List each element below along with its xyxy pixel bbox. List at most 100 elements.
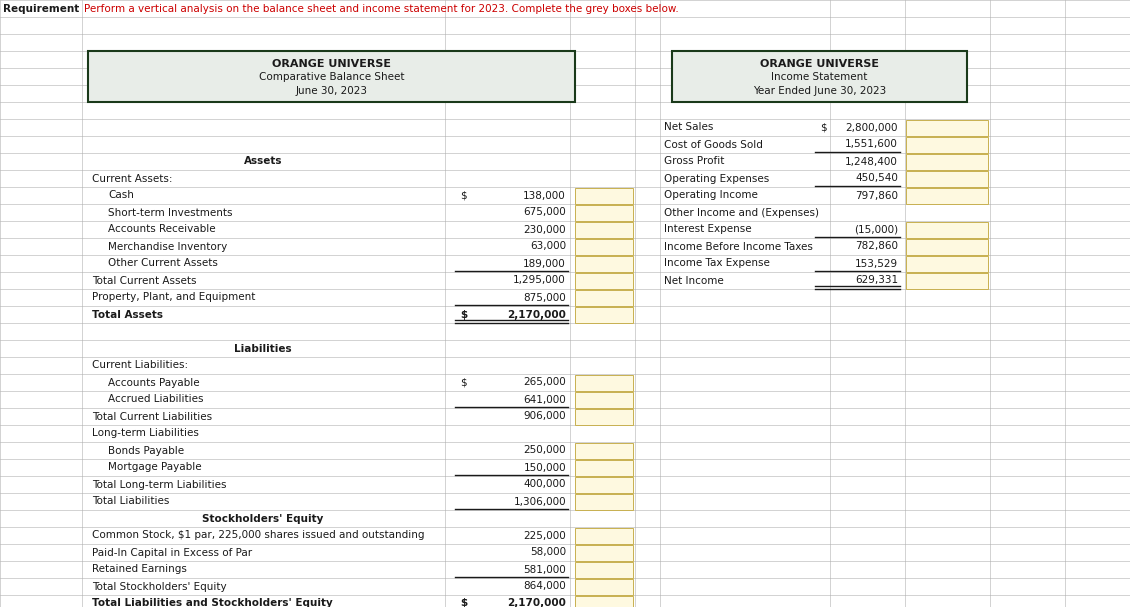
Text: Other Income and (Expenses): Other Income and (Expenses) (664, 208, 819, 217)
Bar (575, 596, 633, 607)
Text: 1,248,400: 1,248,400 (845, 157, 898, 166)
Bar (575, 392, 633, 408)
Text: $: $ (820, 123, 827, 132)
Text: 864,000: 864,000 (523, 582, 566, 591)
Text: Net Income: Net Income (664, 276, 723, 285)
Text: Common Stock, $1 par, 225,000 shares issued and outstanding: Common Stock, $1 par, 225,000 shares iss… (92, 531, 425, 540)
Text: Operating Income: Operating Income (664, 191, 758, 200)
Text: Perform a vertical analysis on the balance sheet and income statement for 2023. : Perform a vertical analysis on the balan… (84, 4, 679, 13)
Text: 782,860: 782,860 (855, 242, 898, 251)
Text: Cost of Goods Sold: Cost of Goods Sold (664, 140, 763, 149)
Text: Total Liabilities: Total Liabilities (92, 497, 170, 506)
Text: 1,551,600: 1,551,600 (845, 140, 898, 149)
Bar (575, 205, 633, 221)
Bar (575, 528, 633, 544)
Text: Gross Profit: Gross Profit (664, 157, 724, 166)
Text: 797,860: 797,860 (855, 191, 898, 200)
Bar (575, 409, 633, 425)
Text: Income Before Income Taxes: Income Before Income Taxes (664, 242, 812, 251)
Text: 150,000: 150,000 (523, 463, 566, 472)
Text: Total Stockholders' Equity: Total Stockholders' Equity (92, 582, 227, 591)
Text: 400,000: 400,000 (523, 480, 566, 489)
Text: Total Liabilities and Stockholders' Equity: Total Liabilities and Stockholders' Equi… (92, 599, 332, 607)
Text: Cash: Cash (108, 191, 133, 200)
Bar (906, 171, 988, 187)
Text: Stockholders' Equity: Stockholders' Equity (202, 514, 323, 523)
Text: 265,000: 265,000 (523, 378, 566, 387)
Text: 2,170,000: 2,170,000 (507, 310, 566, 319)
Text: $: $ (460, 191, 467, 200)
Bar (575, 290, 633, 306)
Bar (575, 494, 633, 510)
Bar (575, 579, 633, 595)
Text: 641,000: 641,000 (523, 395, 566, 404)
Text: Interest Expense: Interest Expense (664, 225, 751, 234)
Text: 2,800,000: 2,800,000 (845, 123, 898, 132)
Text: Current Liabilities:: Current Liabilities: (92, 361, 188, 370)
Text: 906,000: 906,000 (523, 412, 566, 421)
Text: Accounts Payable: Accounts Payable (108, 378, 200, 387)
Text: Accounts Receivable: Accounts Receivable (108, 225, 216, 234)
Text: Short-term Investments: Short-term Investments (108, 208, 233, 217)
Text: 629,331: 629,331 (855, 276, 898, 285)
Text: 1,306,000: 1,306,000 (513, 497, 566, 506)
Text: 63,000: 63,000 (530, 242, 566, 251)
Text: 2,170,000: 2,170,000 (507, 599, 566, 607)
Text: 675,000: 675,000 (523, 208, 566, 217)
Text: Operating Expenses: Operating Expenses (664, 174, 770, 183)
Bar (575, 222, 633, 238)
Bar (575, 188, 633, 204)
Bar (575, 477, 633, 493)
Text: $: $ (460, 599, 467, 607)
Text: Assets: Assets (244, 157, 282, 166)
Text: Property, Plant, and Equipment: Property, Plant, and Equipment (92, 293, 255, 302)
Text: 225,000: 225,000 (523, 531, 566, 540)
Bar (575, 562, 633, 578)
Text: 138,000: 138,000 (523, 191, 566, 200)
Bar (906, 256, 988, 272)
Text: $: $ (460, 310, 467, 319)
Text: ORANGE UNIVERSE: ORANGE UNIVERSE (760, 59, 879, 69)
Text: Current Assets:: Current Assets: (92, 174, 173, 183)
Bar (575, 460, 633, 476)
Bar (575, 307, 633, 323)
Bar (672, 51, 967, 102)
Bar (906, 222, 988, 238)
Text: Other Current Assets: Other Current Assets (108, 259, 218, 268)
Text: Year Ended June 30, 2023: Year Ended June 30, 2023 (753, 86, 886, 96)
Text: Paid-In Capital in Excess of Par: Paid-In Capital in Excess of Par (92, 548, 252, 557)
Text: 875,000: 875,000 (523, 293, 566, 302)
Text: Merchandise Inventory: Merchandise Inventory (108, 242, 227, 251)
Text: 189,000: 189,000 (523, 259, 566, 268)
Bar (906, 154, 988, 170)
Text: 581,000: 581,000 (523, 565, 566, 574)
Text: 58,000: 58,000 (530, 548, 566, 557)
Text: Requirement: Requirement (3, 4, 79, 13)
Text: Comparative Balance Sheet: Comparative Balance Sheet (259, 72, 405, 81)
Text: Total Current Assets: Total Current Assets (92, 276, 197, 285)
Text: Mortgage Payable: Mortgage Payable (108, 463, 201, 472)
Text: Net Sales: Net Sales (664, 123, 713, 132)
Text: ORANGE UNIVERSE: ORANGE UNIVERSE (272, 59, 391, 69)
Text: $: $ (460, 378, 467, 387)
Bar (575, 239, 633, 255)
Text: Liabilities: Liabilities (234, 344, 292, 353)
Text: Long-term Liabilities: Long-term Liabilities (92, 429, 199, 438)
Bar (575, 256, 633, 272)
Bar (906, 188, 988, 204)
Text: Retained Earnings: Retained Earnings (92, 565, 186, 574)
Text: Total Current Liabilities: Total Current Liabilities (92, 412, 212, 421)
Bar (906, 120, 988, 136)
Text: 250,000: 250,000 (523, 446, 566, 455)
Bar (575, 443, 633, 459)
Text: 450,540: 450,540 (855, 174, 898, 183)
Text: June 30, 2023: June 30, 2023 (296, 86, 367, 96)
Bar (906, 137, 988, 153)
Bar (906, 239, 988, 255)
Bar (575, 273, 633, 289)
Bar (88, 51, 575, 102)
Text: 1,295,000: 1,295,000 (513, 276, 566, 285)
Text: Income Tax Expense: Income Tax Expense (664, 259, 770, 268)
Bar (906, 273, 988, 289)
Text: 153,529: 153,529 (855, 259, 898, 268)
